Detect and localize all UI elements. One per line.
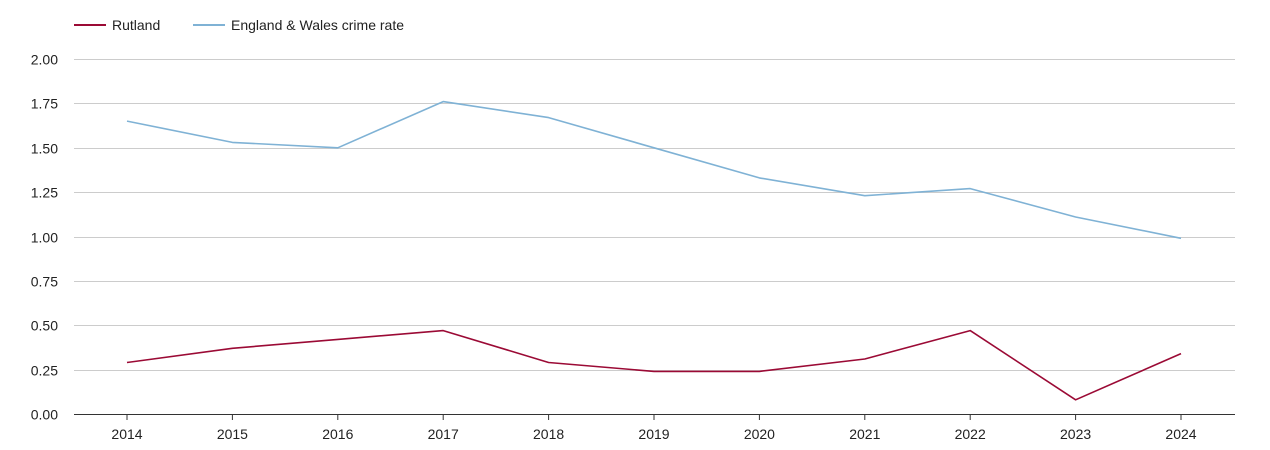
y-tick-label: 0.75 bbox=[31, 274, 58, 290]
y-tick-label: 1.25 bbox=[31, 185, 58, 201]
y-tick-label: 1.00 bbox=[31, 230, 58, 246]
y-tick-label: 0.50 bbox=[31, 318, 58, 334]
legend-label-rutland: Rutland bbox=[112, 17, 160, 33]
legend-item-rutland[interactable]: Rutland bbox=[74, 17, 160, 33]
y-tick-label: 0.00 bbox=[31, 407, 58, 423]
x-tick-label: 2017 bbox=[428, 426, 459, 442]
x-tick-label: 2020 bbox=[744, 426, 775, 442]
x-tick-label: 2024 bbox=[1165, 426, 1196, 442]
x-tick-label: 2018 bbox=[533, 426, 564, 442]
legend-label-england-wales: England & Wales crime rate bbox=[231, 17, 404, 33]
x-tick-label: 2016 bbox=[322, 426, 353, 442]
y-tick-label: 1.50 bbox=[31, 141, 58, 157]
y-tick-label: 2.00 bbox=[31, 52, 58, 68]
x-axis: 2014 2015 2016 2017 2018 2019 2020 2021 2022 2023… bbox=[74, 414, 1235, 442]
y-tick-label: 0.25 bbox=[31, 363, 58, 379]
gridlines bbox=[74, 59, 1235, 371]
legend-item-england-wales[interactable]: England & Wales crime rate bbox=[193, 17, 404, 33]
x-tick-label: 2019 bbox=[638, 426, 669, 442]
x-tick-label: 2021 bbox=[849, 426, 880, 442]
series-line-england-wales-crime-rate[interactable] bbox=[126, 100, 1182, 240]
x-tick-label: 2023 bbox=[1060, 426, 1091, 442]
x-tick-label: 2014 bbox=[111, 426, 142, 442]
x-tick-label: 2022 bbox=[955, 426, 986, 442]
y-tick-label: 1.75 bbox=[31, 96, 58, 112]
x-tick-label: 2015 bbox=[217, 426, 248, 442]
legend: Rutland England & Wales crime rate bbox=[74, 17, 404, 33]
series-lines bbox=[126, 100, 1182, 401]
y-axis-tick-labels: 0.00 0.25 0.50 0.75 1.00 1.25 1.50 1.75 2.00 bbox=[31, 52, 58, 423]
series-line-rutland[interactable] bbox=[126, 329, 1182, 401]
